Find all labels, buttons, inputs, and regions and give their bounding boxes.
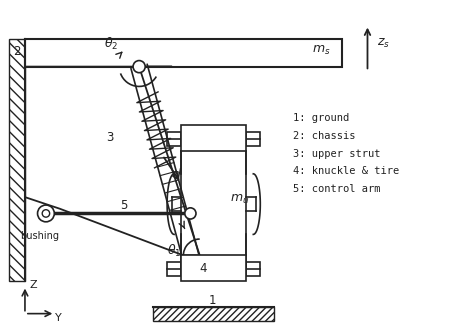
- Text: 4: 4: [200, 262, 207, 275]
- Text: 3: upper strut: 3: upper strut: [293, 149, 381, 159]
- Bar: [167, 132, 181, 146]
- Text: 3: 3: [107, 131, 114, 144]
- Bar: [246, 132, 260, 146]
- Text: 2: chassis: 2: chassis: [293, 131, 356, 141]
- Circle shape: [37, 205, 55, 222]
- Text: 5: 5: [120, 199, 128, 212]
- Text: 5: control arm: 5: control arm: [293, 184, 381, 194]
- Bar: [25, 39, 342, 67]
- Bar: [9, 39, 25, 281]
- Text: Y: Y: [55, 313, 62, 323]
- Circle shape: [185, 208, 196, 219]
- Text: $d$: $d$: [172, 167, 182, 182]
- Bar: [246, 262, 260, 276]
- Circle shape: [42, 210, 50, 217]
- Bar: [153, 307, 274, 321]
- Text: $m_s$: $m_s$: [311, 44, 330, 57]
- Text: $m_u$: $m_u$: [230, 193, 249, 206]
- Text: 1: 1: [209, 294, 217, 307]
- Bar: [181, 125, 246, 151]
- Text: $z_s$: $z_s$: [377, 37, 390, 50]
- Text: 1: ground: 1: ground: [293, 113, 349, 123]
- Text: Z: Z: [29, 280, 37, 290]
- Text: 4: knuckle & tire: 4: knuckle & tire: [293, 166, 399, 176]
- Text: bushing: bushing: [20, 231, 59, 241]
- Bar: [181, 255, 246, 281]
- Text: $\theta_2$: $\theta_2$: [104, 36, 118, 52]
- Text: $\theta_1$: $\theta_1$: [167, 243, 182, 260]
- Circle shape: [133, 61, 145, 73]
- Text: 2: 2: [13, 45, 21, 58]
- Bar: [167, 262, 181, 276]
